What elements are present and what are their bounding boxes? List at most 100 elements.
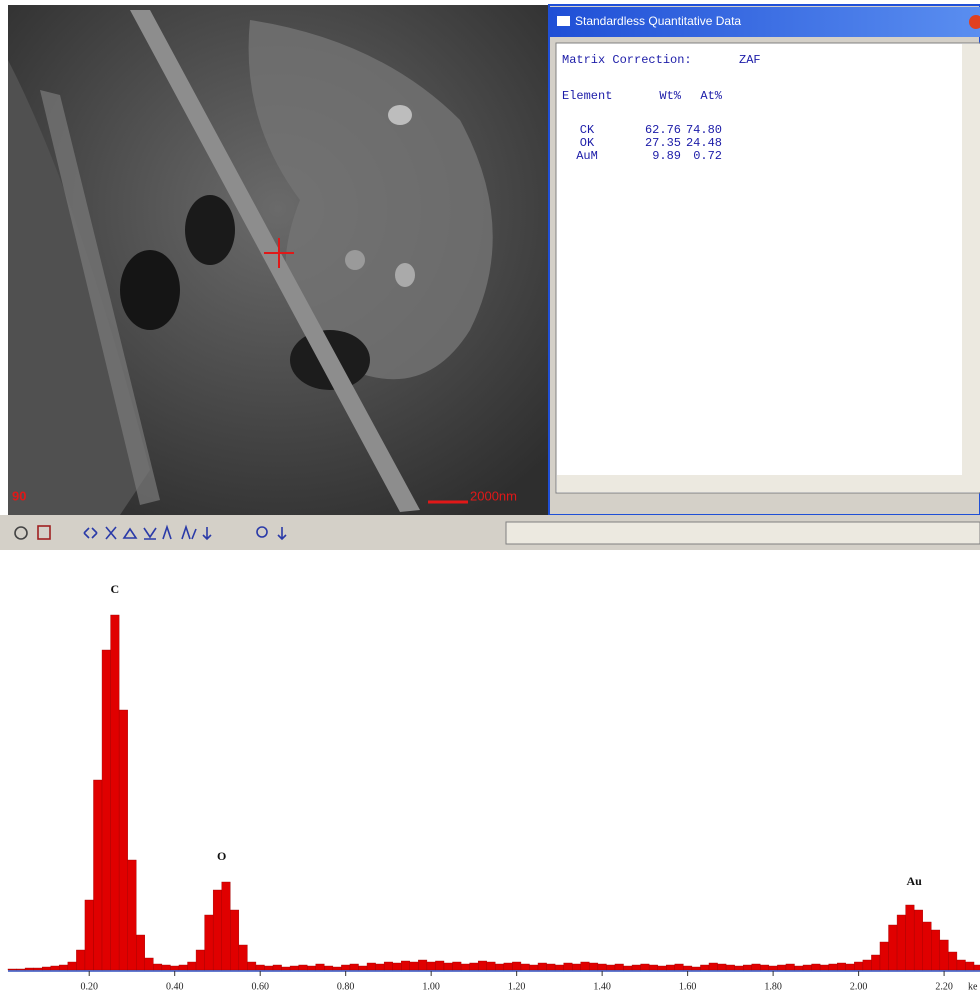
toolbar-icons[interactable]: [14, 524, 287, 541]
matrix-value: ZAF: [739, 53, 761, 67]
spectrum-bar: [358, 965, 368, 971]
spectrum-bar: [512, 961, 522, 971]
horizontal-scrollbar[interactable]: [557, 475, 962, 492]
sem-texture: [120, 250, 180, 330]
window-titlebar[interactable]: [550, 7, 980, 37]
spectrum-bar: [845, 963, 855, 971]
spectrum-bar: [708, 962, 718, 971]
window-icon: [557, 16, 570, 26]
wt-cell: 62.76: [645, 123, 681, 137]
element-cell: OK: [580, 136, 595, 150]
spectrum-bar: [700, 964, 710, 971]
spectrum-bar: [349, 963, 359, 971]
spectrum-bar: [238, 944, 248, 971]
spectrum-bar: [640, 963, 650, 971]
spectrum-bar: [666, 964, 676, 971]
spectrum-bar: [948, 951, 958, 971]
corner-label: 90: [12, 488, 26, 503]
peak-label: C: [111, 582, 120, 596]
sem-texture: [395, 263, 415, 287]
wt-cell: 27.35: [645, 136, 681, 150]
spectrum-bar: [725, 964, 735, 971]
spectrum-bar: [837, 962, 846, 971]
toolbar: [0, 515, 980, 550]
element-cell: AuM: [576, 149, 598, 163]
spectrum-bar: [520, 963, 530, 971]
spectrum-bar: [161, 964, 171, 971]
spectrum-bar: [794, 965, 804, 971]
spectrum-bar: [93, 779, 103, 971]
spectrum-bar: [460, 963, 470, 971]
spectrum-bar: [84, 899, 94, 971]
spectrum-bar: [554, 964, 564, 971]
spectrum-bar: [401, 960, 410, 971]
spectrum-bar: [118, 709, 128, 971]
vertical-scrollbar[interactable]: [962, 44, 980, 492]
spectrum-bar: [426, 961, 436, 971]
spectrum-bar: [187, 961, 197, 971]
spectrum-bar: [366, 962, 376, 971]
spectrum-bar: [383, 961, 393, 971]
spectrum-bar: [272, 964, 282, 971]
spectrum-bar: [212, 889, 222, 971]
spectrum-bar: [409, 961, 419, 971]
x-tick-label: 0.20: [80, 981, 98, 992]
spectrum-bar: [341, 964, 351, 971]
spectrum-bar: [819, 964, 829, 971]
table-header: At%: [700, 89, 722, 103]
spectrum-bar: [811, 963, 821, 971]
spectrum-bar: [879, 941, 889, 971]
spectrum-bar: [888, 924, 898, 971]
sem-texture: [345, 250, 365, 270]
spectrum-bar: [67, 961, 77, 971]
spectrum-bar: [537, 962, 547, 971]
spectrum-bar: [623, 965, 633, 971]
spectrum-bar: [255, 964, 265, 971]
status-bar: [505, 521, 980, 545]
spectrum-bar: [589, 962, 599, 971]
spectrum-bar: [580, 961, 590, 971]
spectrum-bar: [41, 966, 51, 971]
spectrum-bar: [922, 921, 932, 971]
spectrum-bar: [657, 965, 667, 971]
spectrum-bar: [144, 957, 154, 971]
spectrum-bar: [597, 963, 607, 971]
spectrum-bar: [170, 965, 180, 971]
spectrum-bar: [751, 963, 761, 971]
x-tick-label: 1.40: [593, 981, 611, 992]
spectrum-bar: [153, 963, 163, 971]
spectrum-bar: [204, 914, 214, 971]
spectrum-bar: [939, 939, 949, 971]
x-axis-label: ke: [968, 981, 978, 992]
spectrum-bar: [16, 968, 26, 971]
spectrum-bar: [247, 961, 257, 971]
crosshair: [264, 238, 294, 268]
spectrum-bar: [59, 964, 69, 971]
spectrum-bar: [931, 929, 941, 971]
spectrum-bar: [127, 859, 137, 971]
at-cell: 74.80: [686, 123, 722, 137]
sem-fiber: [130, 10, 420, 512]
spectrum-bar: [289, 965, 299, 971]
spectrum-bar: [648, 964, 658, 971]
x-tick-label: 1.00: [422, 981, 440, 992]
spectrum-bar: [871, 954, 881, 971]
sem-image: 90 2000nm: [8, 5, 548, 515]
spectrum-bar: [452, 961, 462, 971]
at-cell: 0.72: [693, 149, 722, 163]
spectrum-bar: [418, 959, 428, 971]
spectrum-bar: [973, 964, 980, 971]
spectrum-bar: [264, 965, 274, 971]
data-window: Standardless Quantitative Data Matrix Co…: [548, 4, 980, 516]
window-title: Standardless Quantitative Data: [575, 14, 741, 28]
spectrum-bar: [563, 962, 573, 971]
x-tick-label: 0.80: [337, 981, 355, 992]
spectrum-bar: [178, 964, 188, 971]
sem-fiber: [40, 90, 160, 505]
spectrum-bar: [734, 965, 744, 971]
close-button[interactable]: [969, 15, 980, 29]
spectrum-bar: [392, 962, 402, 971]
sem-texture: [8, 60, 150, 515]
